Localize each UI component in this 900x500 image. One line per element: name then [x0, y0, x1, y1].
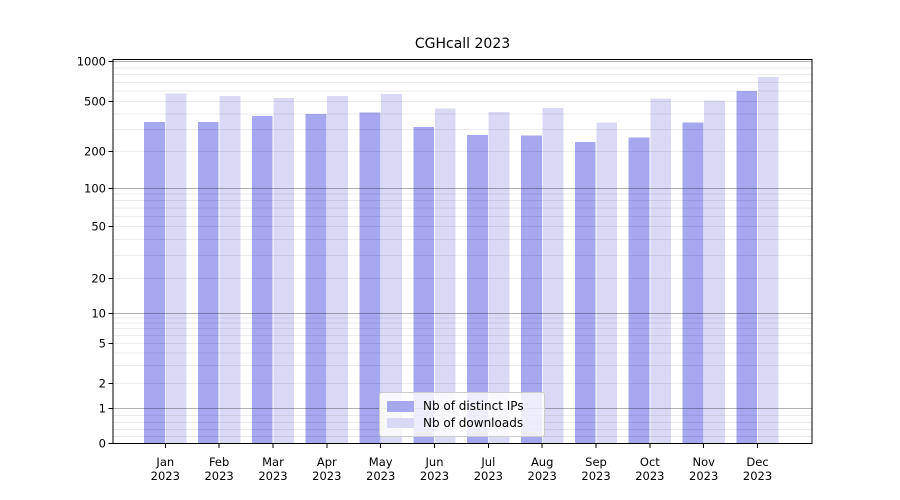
- bar-distinct-ips-jun: [413, 126, 435, 444]
- plot-border: [112, 59, 813, 444]
- bar-distinct-ips-aug: [521, 135, 542, 444]
- x-tick-label-mar: Mar: [262, 455, 284, 469]
- x-tick-label-oct-year: 2023: [635, 469, 664, 483]
- legend: Nb of distinct IPs Nb of downloads: [379, 392, 545, 437]
- bar-distinct-ips-jul: [467, 134, 488, 444]
- x-tick-label-feb-year: 2023: [204, 469, 233, 483]
- x-tick-label-apr: Apr: [317, 455, 337, 469]
- x-tick-label-jul: Jul: [480, 455, 495, 469]
- bar-downloads-jun: [434, 108, 456, 444]
- x-tick-label-dec: Dec: [746, 455, 768, 469]
- y-tick-label-5: 5: [99, 336, 106, 350]
- y-tick-label-10: 10: [91, 306, 106, 320]
- x-tick-label-jun: Jun: [425, 455, 444, 469]
- x-tick-label-mar-year: 2023: [258, 469, 287, 483]
- bar-distinct-ips-nov: [682, 122, 704, 444]
- legend-swatch-downloads: [387, 417, 414, 428]
- bar-downloads-oct: [650, 98, 672, 444]
- x-tick-label-aug: Aug: [531, 455, 553, 469]
- x-tick-label-dec-year: 2023: [743, 469, 772, 483]
- y-tick-label-1: 1: [99, 401, 106, 415]
- x-tick-label-aug-year: 2023: [528, 469, 557, 483]
- y-tick-label-20: 20: [91, 271, 106, 285]
- x-tick-label-apr-year: 2023: [312, 469, 341, 483]
- y-tick-label-200: 200: [84, 145, 106, 159]
- x-tick-label-nov-year: 2023: [689, 469, 718, 483]
- x-tick-label-jan: Jan: [155, 455, 174, 469]
- x-tick-label-feb: Feb: [209, 455, 229, 469]
- bar-downloads-apr: [327, 96, 348, 444]
- legend-item-downloads: Nb of downloads: [387, 415, 536, 432]
- x-tick-label-jul-year: 2023: [474, 469, 503, 483]
- bar-downloads-jul: [488, 111, 510, 444]
- bar-downloads-jan: [165, 93, 187, 444]
- bar-downloads-sep: [596, 122, 618, 444]
- x-tick-label-nov: Nov: [692, 455, 715, 469]
- y-tick-label-2: 2: [99, 376, 106, 390]
- legend-label-distinct-ips: Nb of distinct IPs: [423, 399, 524, 414]
- bar-distinct-ips-oct: [628, 137, 650, 444]
- bar-distinct-ips-dec: [736, 91, 758, 444]
- bar-distinct-ips-sep: [574, 141, 596, 444]
- bar-downloads-mar: [273, 97, 295, 444]
- y-tick-label-50: 50: [91, 220, 106, 234]
- legend-item-distinct-ips: Nb of distinct IPs: [387, 398, 536, 415]
- y-tick-label-0: 0: [99, 436, 106, 450]
- x-tick-label-oct: Oct: [640, 455, 660, 469]
- x-tick-label-jun-year: 2023: [420, 469, 449, 483]
- y-tick-label-500: 500: [84, 95, 106, 109]
- legend-swatch-distinct-ips: [387, 401, 414, 412]
- bar-distinct-ips-may: [359, 112, 381, 444]
- bar-downloads-feb: [219, 96, 241, 444]
- bar-distinct-ips-feb: [197, 121, 219, 444]
- bar-downloads-dec: [757, 76, 779, 444]
- chart-title: CGHcall 2023: [414, 36, 511, 52]
- legend-label-downloads: Nb of downloads: [423, 415, 524, 430]
- bar-distinct-ips-jan: [144, 121, 165, 444]
- x-tick-label-sep: Sep: [585, 455, 607, 469]
- y-tick-label-1000: 1000: [77, 55, 106, 69]
- x-tick-label-sep-year: 2023: [581, 469, 610, 483]
- bar-distinct-ips-apr: [305, 113, 327, 444]
- bar-distinct-ips-mar: [251, 116, 273, 444]
- x-tick-label-jan-year: 2023: [151, 469, 180, 483]
- bar-downloads-nov: [704, 100, 725, 444]
- x-tick-label-may: May: [369, 455, 393, 469]
- bar-downloads-may: [381, 94, 402, 444]
- bar-downloads-aug: [542, 108, 564, 444]
- y-tick-label-100: 100: [84, 181, 106, 195]
- x-tick-label-may-year: 2023: [366, 469, 395, 483]
